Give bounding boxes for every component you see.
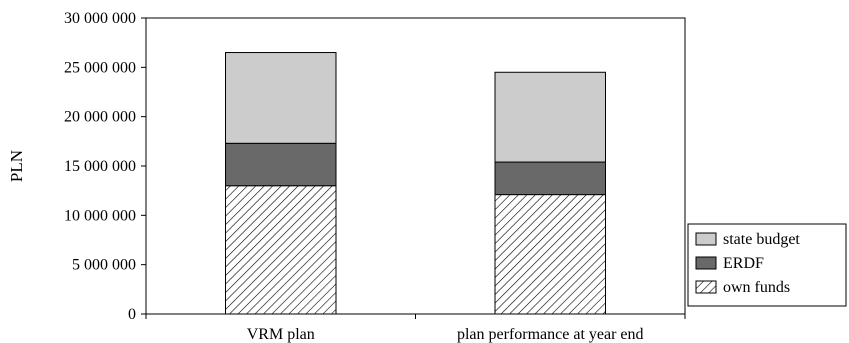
y-tick-label: 5 000 000 bbox=[72, 257, 136, 274]
legend-label: ERDF bbox=[723, 255, 764, 272]
legend-swatch bbox=[696, 257, 716, 269]
y-tick-label: 15 000 000 bbox=[64, 158, 136, 175]
bar-segment-state-budget bbox=[495, 72, 605, 162]
y-axis: 0 5 000 000 10 000 000 15 000 000 20 000 000… bbox=[64, 10, 146, 323]
x-category-label: VRM plan bbox=[247, 326, 315, 343]
legend-swatch bbox=[696, 233, 716, 245]
x-category-label: plan performance at year end bbox=[457, 326, 644, 343]
bar-segment-own-funds bbox=[495, 195, 605, 314]
y-tick-label: 20 000 000 bbox=[64, 109, 136, 126]
y-tick-label: 10 000 000 bbox=[64, 207, 136, 224]
y-tick-label: 25 000 000 bbox=[64, 59, 136, 76]
x-axis: VRM plan plan performance at year end bbox=[146, 314, 685, 343]
legend-label: state budget bbox=[723, 231, 800, 248]
bar-segment-state-budget bbox=[226, 53, 336, 144]
y-tick-label: 30 000 000 bbox=[64, 10, 136, 27]
y-axis-label: PLN bbox=[7, 150, 26, 182]
legend-label: own funds bbox=[723, 279, 790, 296]
bar-segment-erdf bbox=[495, 162, 605, 195]
bar-segment-own-funds bbox=[226, 186, 336, 314]
legend-swatch bbox=[696, 281, 716, 293]
legend: state budget ERDF own funds bbox=[688, 224, 846, 306]
y-tick-label: 0 bbox=[128, 306, 136, 323]
bar-segment-erdf bbox=[226, 143, 336, 185]
